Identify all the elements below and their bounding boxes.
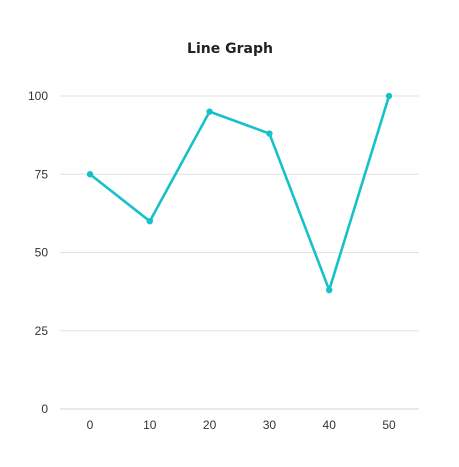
data-point[interactable] bbox=[385, 92, 393, 100]
y-axis-ticks: 0 25 50 75 100 bbox=[28, 89, 48, 416]
data-point[interactable] bbox=[266, 130, 273, 137]
grid-layer bbox=[60, 95, 419, 410]
x-axis-ticks: 0 10 20 30 40 50 bbox=[87, 418, 396, 432]
x-tick-label: 0 bbox=[87, 418, 94, 432]
series-layer bbox=[86, 92, 393, 294]
y-tick-label: 0 bbox=[41, 402, 48, 416]
x-tick-label: 20 bbox=[203, 418, 217, 432]
data-point[interactable] bbox=[86, 171, 94, 178]
x-tick-label: 40 bbox=[323, 418, 337, 432]
x-tick-label: 50 bbox=[382, 418, 396, 432]
data-point[interactable] bbox=[326, 286, 333, 294]
series-line bbox=[88, 94, 391, 292]
y-tick-label: 25 bbox=[35, 324, 49, 338]
data-point[interactable] bbox=[146, 218, 153, 225]
data-point[interactable] bbox=[206, 108, 213, 115]
y-tick-label: 75 bbox=[35, 167, 49, 181]
y-tick-label: 50 bbox=[35, 246, 49, 260]
y-tick-label: 100 bbox=[28, 89, 48, 103]
x-tick-label: 30 bbox=[263, 418, 277, 432]
x-tick-label: 10 bbox=[143, 418, 157, 432]
chart-title: Line Graph bbox=[187, 41, 273, 57]
